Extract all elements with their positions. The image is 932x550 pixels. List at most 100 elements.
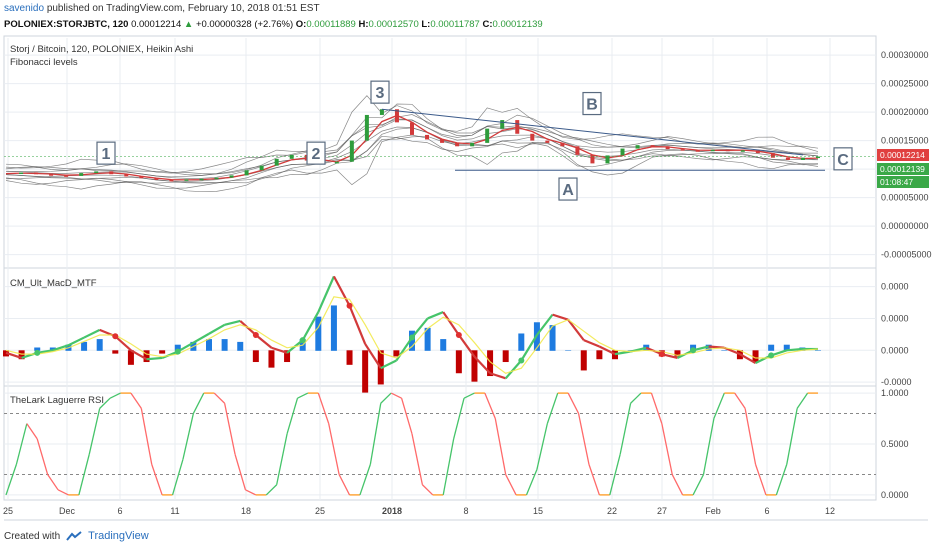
macd-line-segment: [255, 334, 273, 349]
macd-line-segment: [317, 275, 335, 313]
macd-histogram-bar: [252, 350, 259, 363]
macd-histogram-bar: [471, 350, 478, 382]
heikin-ashi-candle: [800, 157, 805, 160]
macd-line-segment: [364, 343, 382, 369]
wave-label-box: [833, 147, 853, 171]
x-tick-label: 27: [657, 506, 667, 516]
macd-histogram-bar: [346, 350, 353, 365]
heikin-ashi-candle: [334, 161, 339, 164]
macd-histogram-bar: [768, 344, 775, 351]
rsi-line-segment: [88, 408, 101, 455]
heikin-ashi-candle: [229, 175, 234, 178]
tradingview-link[interactable]: TradingView: [88, 530, 149, 542]
rsi-line-segment: [713, 392, 725, 419]
macd-line-segment: [598, 345, 616, 356]
rsi-line-segment: [151, 464, 163, 496]
macd-line-segment: [411, 317, 429, 339]
macd-histogram-bar: [174, 344, 181, 351]
x-tick-label: 6: [764, 506, 769, 516]
heikin-ashi-candle: [289, 154, 294, 159]
tradingview-logo-icon: [66, 531, 82, 541]
heikin-ashi-candle: [440, 139, 445, 143]
publisher-username[interactable]: savenido: [4, 3, 45, 14]
macd-line-segment: [786, 347, 803, 352]
macd-histogram-bar: [455, 350, 462, 374]
macd-histogram-bar: [596, 350, 603, 360]
price-pane-subtitle: Fibonacci levels: [10, 57, 78, 68]
rsi-line-segment: [671, 474, 684, 496]
rsi-line-segment: [182, 413, 195, 460]
macd-line-segment: [5, 351, 22, 360]
rsi-line-segment: [744, 408, 757, 465]
heikin-ashi-candle: [244, 170, 249, 176]
rsi-line-segment: [754, 464, 767, 496]
macd-histogram-bar: [674, 350, 681, 357]
rsi-line-segment: [317, 392, 330, 424]
heikin-ashi-candle: [620, 148, 625, 156]
macd-line-segment: [52, 344, 69, 352]
price-label-text: 0.00012214: [880, 150, 925, 160]
ma-ribbon-line: [5, 118, 819, 178]
rsi-line-segment: [78, 454, 90, 496]
wave-label-box: [370, 80, 390, 104]
macd-axis-tick-label: 0.0000: [881, 345, 909, 355]
heikin-ashi-candle: [590, 154, 595, 164]
rsi-line-segment: [5, 464, 18, 496]
macd-histogram-bar: [815, 350, 821, 351]
heikin-ashi-candle: [124, 174, 129, 177]
macd-line-segment: [192, 332, 210, 344]
rsi-line-segment: [15, 423, 28, 465]
x-tick-label: 11: [170, 506, 179, 516]
rsi-line-segment: [265, 484, 278, 496]
footer: Created with TradingView: [4, 530, 149, 542]
wave-label-text: 1: [102, 146, 111, 163]
macd-histogram-bar: [112, 350, 119, 354]
macd-line-segment: [301, 311, 320, 341]
macd-cross-dot: [346, 302, 353, 309]
macd-histogram-bar: [96, 339, 103, 351]
macd-line-segment: [473, 355, 491, 375]
heikin-ashi-candle: [139, 176, 144, 179]
heikin-ashi-candle: [214, 177, 219, 180]
macd-histogram-bar: [409, 330, 415, 351]
heikin-ashi-candle: [394, 109, 399, 123]
wave-label-text: 3: [376, 85, 385, 102]
macd-histogram-bar: [268, 350, 275, 368]
wave-label-text: 2: [312, 146, 321, 163]
x-tick-label: 2018: [382, 506, 402, 516]
macd-line-segment: [614, 350, 631, 356]
heikin-ashi-candle: [545, 140, 550, 143]
heikin-ashi-candle: [109, 171, 114, 175]
rsi-line-segment: [234, 453, 247, 491]
macd-cross-dot: [518, 357, 525, 364]
heikin-ashi-candle: [64, 175, 69, 177]
rsi-line-segment: [775, 464, 788, 496]
rsi-line-segment: [619, 403, 632, 455]
rsi-line-segment: [630, 392, 642, 404]
heikin-ashi-candle: [49, 174, 54, 176]
heikin-ashi-candle: [650, 145, 655, 147]
macd-line-segment: [489, 372, 507, 380]
rsi-line-segment: [47, 474, 59, 491]
macd-line-segment: [520, 334, 538, 362]
price-label-text: 0.00012139: [880, 164, 925, 174]
macd-cross-dot: [252, 332, 259, 339]
price-axis-tick-label: 0.00020000: [881, 107, 929, 117]
published-text: published on TradingView.com, February 1…: [46, 3, 320, 14]
macd-histogram-bar: [643, 344, 650, 351]
rsi-line-segment: [223, 403, 236, 455]
rsi-line-segment: [213, 392, 226, 404]
rsi-line-segment: [609, 454, 621, 496]
rsi-line-segment: [359, 464, 371, 496]
macd-cross-dot: [455, 332, 462, 339]
heikin-ashi-candle: [259, 165, 264, 171]
x-tick-label: 15: [533, 506, 543, 516]
rsi-line-segment: [577, 413, 590, 465]
rsi-line-segment: [546, 392, 559, 424]
macd-histogram-bar: [159, 350, 166, 354]
price-label-badge: [877, 176, 929, 188]
heikin-ashi-candle: [184, 179, 189, 181]
rsi-axis-tick-label: 0.0000: [881, 490, 909, 500]
macd-histogram-bar: [502, 350, 509, 363]
